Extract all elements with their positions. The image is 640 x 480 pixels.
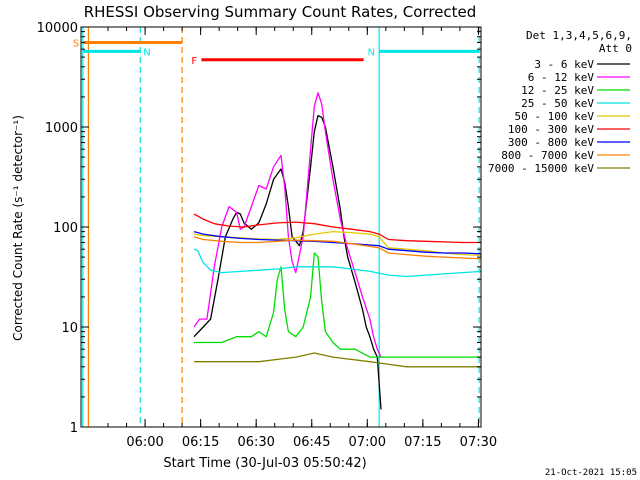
legend-label-7: 800 - 7000 keV: [501, 149, 594, 162]
legend-label-5: 100 - 300 keV: [508, 123, 594, 136]
flag-label-2: N: [368, 47, 375, 58]
legend-label-3: 25 - 50 keV: [521, 97, 594, 110]
legend-label-6: 300 - 800 keV: [508, 136, 594, 149]
legend-label-2: 12 - 25 keV: [521, 84, 594, 97]
series-line-2: [194, 252, 481, 358]
x-axis-label: Start Time (30-Jul-03 05:50:42): [163, 456, 366, 471]
detector-info: Det 1,3,4,5,6,9,: [526, 29, 632, 42]
chart-title: RHESSI Observing Summary Count Rates, Co…: [84, 3, 477, 21]
flag-label-3: F: [191, 56, 197, 67]
plot-frame: [80, 26, 482, 428]
legend-label-1: 6 - 12 keV: [528, 71, 595, 84]
x-tick-label-4: 07:00: [349, 435, 386, 450]
series-line-7: [193, 236, 482, 260]
legend-label-0: 3 - 6 keV: [534, 58, 594, 71]
legend-label-8: 7000 - 15000 keV: [488, 162, 594, 175]
x-tick-label-1: 06:15: [182, 435, 219, 450]
x-tick-label-6: 07:30: [460, 435, 497, 450]
y-tick-label-4: 10000: [37, 21, 78, 36]
flag-label-1: N: [143, 47, 150, 58]
x-tick-label-0: 06:00: [126, 435, 163, 450]
x-tick-label-5: 07:15: [404, 435, 441, 450]
series-line-3: [193, 248, 482, 278]
y-tick-label-2: 100: [53, 221, 78, 236]
flag-label-0: S: [73, 38, 79, 49]
x-tick-label-2: 06:30: [237, 435, 274, 450]
generation-timestamp: 21-Oct-2021 15:05: [545, 468, 637, 478]
legend-label-4: 50 - 100 keV: [515, 110, 595, 123]
y-tick-label-0: 1: [70, 421, 78, 436]
y-axis-label: Corrected Count Rate (s⁻¹ detector⁻¹): [11, 115, 25, 341]
y-tick-label-3: 1000: [45, 121, 78, 136]
x-tick-label-3: 06:45: [293, 435, 330, 450]
series-line-8: [194, 352, 481, 368]
series-line-1: [193, 92, 382, 358]
attenuator-info: Att 0: [599, 42, 632, 55]
series-line-0: [193, 114, 382, 410]
series-line-5: [193, 213, 481, 244]
plot-layer: S N N F 1 10 100 1000 10000 06:00 06:15 06:30 06:45 0…: [37, 21, 498, 450]
y-tick-label-1: 10: [61, 321, 78, 336]
